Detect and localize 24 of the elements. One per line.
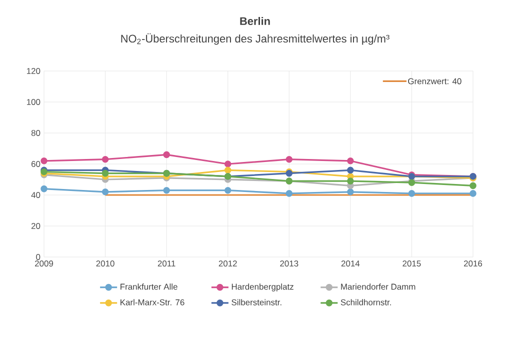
y-tick-label: 20	[31, 223, 40, 229]
x-tick-label: 2010	[96, 260, 114, 267]
chart-subtitle: NO$_{2}$-Überschreitungen des Jahresmittelwertes in µg/m³	[121, 33, 390, 45]
legend-label: Grenzwert: 40	[408, 78, 462, 84]
y-tick-label: 60	[32, 161, 40, 167]
legend-label: Mariendorfer Damm	[341, 284, 416, 290]
x-tick-label: 2011	[158, 260, 176, 267]
y-tick-label: 0	[36, 254, 40, 260]
x-tick-label: 2015	[402, 260, 421, 267]
y-tick-label: 40	[31, 192, 40, 198]
x-tick-label: 2013	[280, 260, 298, 267]
y-tick-label: 80	[31, 130, 40, 136]
legend-label: Hardenbergplatz	[232, 284, 294, 292]
y-tick-label: 120	[26, 68, 40, 74]
y-tick-label: 100	[26, 99, 40, 105]
legend-label: Karl-Marx-Str. 76	[120, 299, 184, 306]
x-tick-label: 2014	[341, 260, 360, 267]
legend-label: Schildhornstr.	[340, 299, 391, 306]
legend-label: Silbersteinstr.	[232, 299, 282, 306]
x-tick-label: 2009	[35, 260, 54, 267]
legend-label: Frankfurter Alle	[120, 284, 178, 290]
x-tick-label: 2012	[218, 260, 237, 267]
chart-title: Berlin	[240, 16, 270, 26]
x-tick-label: 2016	[464, 260, 482, 267]
